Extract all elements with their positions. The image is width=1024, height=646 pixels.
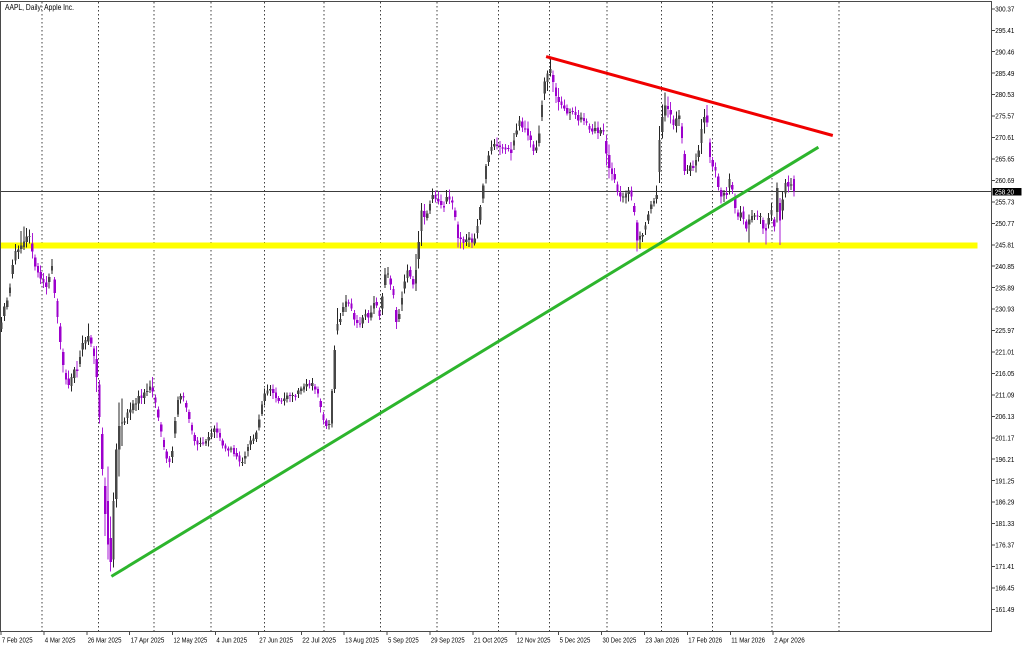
svg-text:280.53: 280.53 [995,90,1014,99]
svg-text:255.73: 255.73 [995,198,1014,207]
svg-text:216.05: 216.05 [995,369,1014,378]
svg-text:12 May 2025: 12 May 2025 [174,636,208,645]
svg-text:270.61: 270.61 [995,133,1014,142]
svg-text:17 Feb 2026: 17 Feb 2026 [688,636,722,645]
svg-text:4 Mar 2025: 4 Mar 2025 [45,636,76,645]
svg-text:186.29: 186.29 [995,498,1014,507]
svg-text:300.37: 300.37 [995,4,1014,13]
svg-text:240.85: 240.85 [995,262,1014,271]
svg-text:221.01: 221.01 [995,348,1014,357]
svg-text:12 Nov 2025: 12 Nov 2025 [517,636,551,645]
svg-text:191.25: 191.25 [995,476,1014,485]
svg-text:26 Mar 2025: 26 Mar 2025 [88,636,122,645]
svg-text:23 Jan 2026: 23 Jan 2026 [645,636,679,645]
svg-text:275.57: 275.57 [995,112,1014,121]
svg-text:161.49: 161.49 [995,605,1014,614]
svg-text:250.77: 250.77 [995,219,1014,228]
svg-text:7 Feb 2025: 7 Feb 2025 [2,636,33,645]
svg-text:230.93: 230.93 [995,305,1014,314]
svg-text:260.69: 260.69 [995,176,1014,185]
svg-text:290.46: 290.46 [995,47,1014,56]
svg-text:181.33: 181.33 [995,519,1014,528]
svg-text:211.09: 211.09 [995,391,1014,400]
svg-text:2 Apr 2026: 2 Apr 2026 [774,636,805,645]
svg-text:22 Jul 2025: 22 Jul 2025 [302,636,336,645]
svg-text:265.65: 265.65 [995,155,1014,164]
svg-text:206.13: 206.13 [995,412,1014,421]
svg-text:176.37: 176.37 [995,541,1014,550]
svg-text:5 Sep 2025: 5 Sep 2025 [388,636,419,645]
svg-text:171.41: 171.41 [995,562,1014,571]
svg-text:AAPL, Daily: Apple Inc.: AAPL, Daily: Apple Inc. [5,2,74,12]
svg-text:295.41: 295.41 [995,26,1014,35]
svg-text:29 Sep 2025: 29 Sep 2025 [431,636,465,645]
svg-text:17 Apr 2025: 17 Apr 2025 [131,636,165,645]
svg-text:166.45: 166.45 [995,584,1014,593]
svg-text:11 Mar 2026: 11 Mar 2026 [731,636,765,645]
svg-text:30 Dec 2025: 30 Dec 2025 [603,636,637,645]
svg-text:258.20: 258.20 [995,187,1014,196]
svg-text:285.49: 285.49 [995,69,1014,78]
svg-text:4 Jun 2025: 4 Jun 2025 [216,636,247,645]
svg-text:225.97: 225.97 [995,326,1014,335]
svg-text:21 Oct 2025: 21 Oct 2025 [474,636,508,645]
svg-text:5 Dec 2025: 5 Dec 2025 [560,636,591,645]
svg-text:27 Jun 2025: 27 Jun 2025 [259,636,293,645]
svg-text:13 Aug 2025: 13 Aug 2025 [345,636,379,645]
svg-text:201.17: 201.17 [995,433,1014,442]
svg-text:196.21: 196.21 [995,455,1014,464]
svg-text:235.89: 235.89 [995,283,1014,292]
svg-text:245.81: 245.81 [995,240,1014,249]
